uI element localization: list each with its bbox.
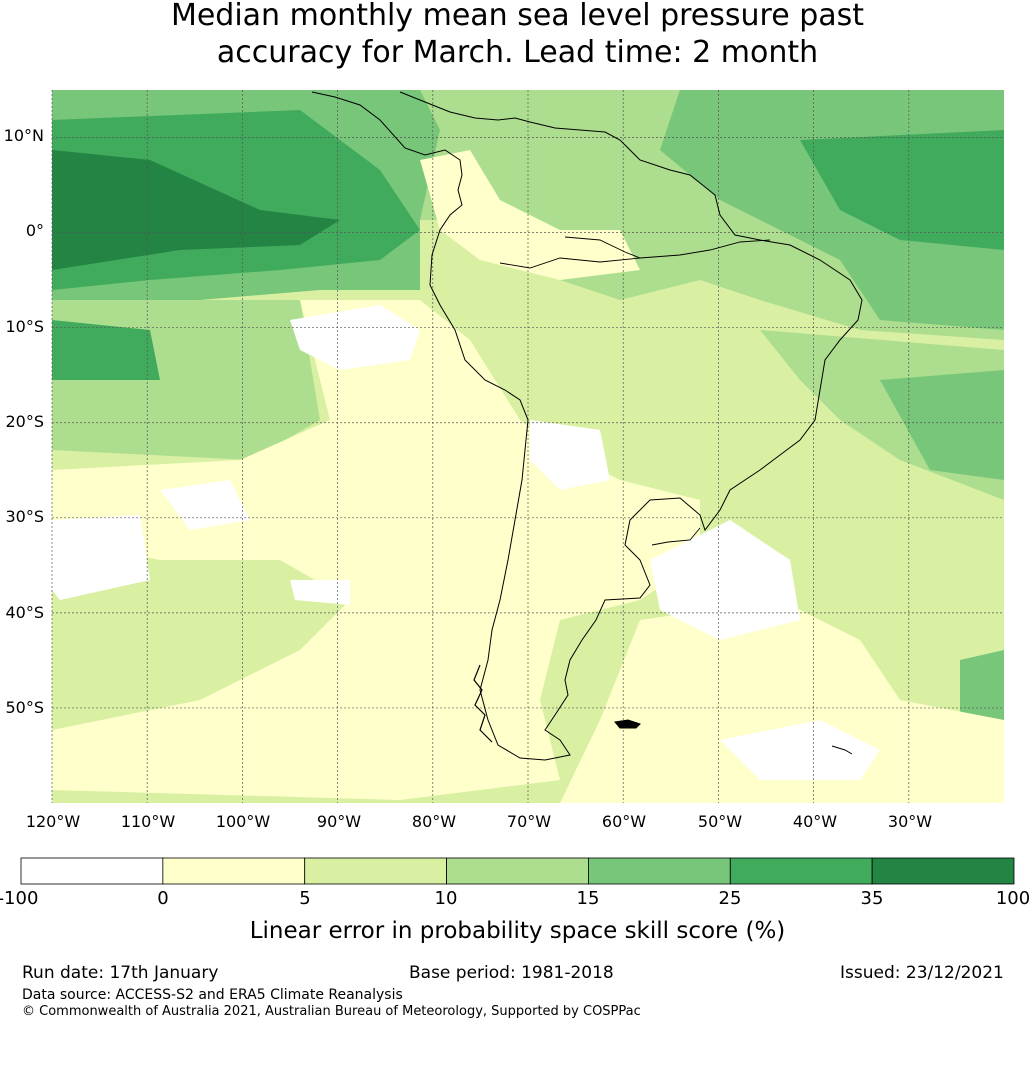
field-0-5-north	[420, 150, 640, 280]
field-25-35-west	[52, 320, 160, 380]
colorbar-tick-35: 35	[860, 888, 884, 909]
field-neg-7	[290, 580, 350, 605]
colorbar-tick-10: 10	[434, 888, 458, 909]
lon-label-30w: 30°W	[887, 812, 933, 831]
colorbar-tick-neg100: -100	[0, 888, 39, 909]
river-north	[564, 236, 641, 259]
lon-label-120w: 120°W	[25, 812, 81, 831]
colorbar-segment-1	[162, 857, 306, 885]
lat-label-20s: 20°S	[5, 412, 44, 431]
field-0-5-southatl	[560, 600, 1004, 803]
lon-label-60w: 60°W	[601, 812, 647, 831]
chart-title-line1: Median monthly mean sea level pressure p…	[170, 0, 865, 33]
field-35-100-eq	[52, 150, 340, 270]
chart-title-line2: accuracy for March. Lead time: 2 month	[216, 35, 819, 70]
field-15-25-se	[960, 650, 1004, 730]
field-0-5-south	[52, 300, 700, 800]
lon-label-70w: 70°W	[506, 812, 552, 831]
lat-label-0: 0°	[25, 221, 44, 240]
lon-label-100w: 100°W	[215, 812, 271, 831]
colorbar	[20, 857, 1015, 885]
falklands	[614, 719, 641, 729]
colorbar-segment-0	[20, 857, 164, 885]
colorbar-title: Linear error in probability space skill …	[249, 918, 786, 944]
lon-label-40w: 40°W	[792, 812, 838, 831]
field-25-35-atl	[800, 130, 1004, 250]
colorbar-tick-100: 100	[995, 888, 1031, 909]
la-plata	[651, 527, 701, 546]
base-period: Base period: 1981-2018	[409, 963, 614, 983]
run-date: Run date: 17th January	[22, 963, 219, 983]
field-neg-4	[530, 420, 610, 490]
colorbar-segment-2	[304, 857, 447, 885]
lon-label-50w: 50°W	[697, 812, 743, 831]
field-15-25-east2	[880, 370, 1004, 480]
field-neg-2	[52, 515, 150, 600]
colorbar-tick-25: 25	[718, 888, 742, 909]
colorbar-segment-6	[871, 857, 1015, 885]
lon-label-90w: 90°W	[316, 812, 362, 831]
colorbar-tick-5: 5	[299, 888, 311, 909]
lon-label-80w: 80°W	[411, 812, 457, 831]
lon-label-110w: 110°W	[120, 812, 176, 831]
lat-label-10n: 10°N	[3, 126, 44, 145]
field-neg-5	[650, 520, 800, 640]
colorbar-tick-15: 15	[576, 888, 600, 909]
lat-label-40s: 40°S	[5, 603, 44, 622]
colorbar-segment-4	[588, 857, 731, 885]
lat-label-30s: 30°S	[5, 507, 44, 526]
lat-label-50s: 50°S	[5, 698, 44, 717]
data-source: Data source: ACCESS-S2 and ERA5 Climate …	[22, 987, 403, 1003]
colorbar-segment-5	[729, 857, 873, 885]
colorbar-segment-3	[446, 857, 589, 885]
lat-label-10s: 10°S	[5, 317, 44, 336]
field-neg-6	[720, 720, 880, 780]
coastline	[311, 91, 863, 761]
field-neg-3	[160, 480, 250, 530]
colorbar-tick-0: 0	[157, 888, 169, 909]
field-neg-1	[290, 305, 420, 370]
south-georgia	[831, 745, 853, 755]
copyright: © Commonwealth of Australia 2021, Austra…	[22, 1004, 641, 1019]
issued-date: Issued: 23/12/2021	[840, 963, 1004, 983]
skill-score-field	[52, 90, 1004, 803]
chile-fjords	[473, 664, 493, 743]
